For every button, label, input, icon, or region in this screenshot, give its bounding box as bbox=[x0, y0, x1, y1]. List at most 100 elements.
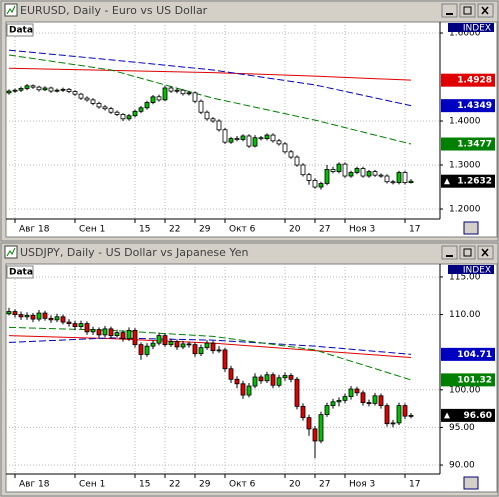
candle-body bbox=[396, 172, 402, 184]
window-icon-glyph bbox=[6, 247, 16, 257]
price-tag-label: 104.71 bbox=[457, 350, 492, 360]
candle-body bbox=[240, 383, 246, 396]
candle-body bbox=[372, 395, 378, 404]
x-tick-label: 29 bbox=[199, 225, 211, 235]
candle-body bbox=[102, 328, 108, 336]
candle-body bbox=[156, 96, 162, 101]
x-tick-label: Сен 1 bbox=[79, 480, 105, 490]
window-button-min[interactable] bbox=[441, 245, 458, 260]
candle-body bbox=[168, 87, 174, 92]
candle-body bbox=[108, 328, 114, 337]
candle-body bbox=[42, 312, 48, 319]
y-tick-label: 1.6000 bbox=[449, 29, 481, 39]
title-bar bbox=[2, 2, 497, 19]
price-tag-label: 1.3477 bbox=[457, 140, 492, 150]
y-tick-label: 1.4000 bbox=[449, 117, 481, 127]
candle-body bbox=[312, 180, 318, 188]
candle-body bbox=[18, 88, 24, 91]
btn-glyph bbox=[481, 248, 489, 257]
candle-body bbox=[30, 314, 36, 320]
candle-body bbox=[84, 97, 90, 101]
close-marker bbox=[444, 178, 450, 185]
x-tick-label: 20 bbox=[289, 225, 301, 235]
y-tick-label: 100.00 bbox=[449, 385, 481, 395]
price-tag-label: 1.4349 bbox=[457, 101, 492, 111]
candle-body bbox=[198, 347, 204, 355]
candle-body bbox=[96, 103, 102, 108]
candle-body bbox=[234, 138, 240, 141]
y-tick-label: 1.3000 bbox=[449, 161, 481, 171]
btn-glyph bbox=[463, 248, 472, 257]
candle-body bbox=[18, 314, 24, 318]
candle-body bbox=[330, 169, 336, 173]
candle-body bbox=[54, 89, 60, 92]
moving-average bbox=[8, 326, 412, 381]
candle-body bbox=[72, 91, 78, 95]
index-label: INDEX bbox=[463, 266, 491, 276]
price-tag bbox=[441, 99, 495, 113]
x-tick-label: 27 bbox=[319, 480, 330, 490]
candle-body bbox=[12, 89, 18, 92]
candle-body bbox=[60, 88, 66, 91]
panel-label-box bbox=[6, 265, 34, 279]
candle-body bbox=[252, 376, 258, 387]
candle-body bbox=[120, 332, 126, 340]
x-tick-label: Авг 18 bbox=[19, 225, 50, 235]
candle-body bbox=[84, 323, 90, 333]
scale-button[interactable] bbox=[463, 476, 479, 490]
candle-body bbox=[390, 181, 396, 184]
candle-body bbox=[174, 341, 180, 348]
window-button-min[interactable] bbox=[441, 3, 458, 18]
window-button-max[interactable] bbox=[459, 245, 476, 260]
candle-body bbox=[366, 402, 372, 404]
candle-body bbox=[288, 375, 294, 380]
window-button-max[interactable] bbox=[459, 3, 476, 18]
candle-body bbox=[270, 134, 276, 142]
candle-body bbox=[108, 108, 114, 113]
panel-label-box bbox=[6, 23, 34, 37]
candle-body bbox=[264, 374, 270, 382]
candle-body bbox=[162, 87, 168, 101]
scale-button[interactable] bbox=[463, 221, 479, 235]
plot-area bbox=[5, 21, 498, 238]
btn-glyph bbox=[481, 6, 489, 15]
price-tag bbox=[441, 73, 495, 87]
candle-body bbox=[222, 349, 228, 370]
y-tick-label: 95.00 bbox=[449, 423, 475, 433]
candle-body bbox=[54, 316, 60, 321]
candle-body bbox=[336, 163, 342, 173]
x-tick-label: 17 bbox=[409, 480, 420, 490]
candle-body bbox=[240, 135, 246, 140]
moving-average bbox=[8, 337, 412, 355]
x-tick-label: 27 bbox=[319, 225, 330, 235]
x-tick-label: Авг 18 bbox=[19, 480, 50, 490]
candle-body bbox=[372, 171, 378, 176]
candle-body bbox=[138, 344, 144, 355]
btn-glyph bbox=[463, 6, 472, 15]
candle-body bbox=[294, 156, 300, 166]
candle-body bbox=[60, 316, 66, 323]
x-tick-label: 29 bbox=[199, 480, 211, 490]
candle-body bbox=[192, 92, 198, 102]
candle-body bbox=[258, 137, 264, 140]
candle-body bbox=[180, 343, 186, 348]
candle-body bbox=[174, 89, 180, 92]
candle-body bbox=[306, 417, 312, 430]
candle-body bbox=[336, 399, 342, 403]
candle-body bbox=[78, 93, 84, 99]
candle-body bbox=[324, 169, 330, 184]
candle-body bbox=[354, 168, 360, 173]
candle-body bbox=[120, 114, 126, 120]
x-tick-label: Ноя 3 bbox=[349, 225, 375, 235]
close-marker bbox=[444, 412, 450, 419]
candle-body bbox=[180, 89, 186, 95]
candle-body bbox=[6, 311, 12, 315]
candle-body bbox=[24, 314, 30, 318]
candle-body bbox=[30, 85, 36, 88]
candle-body bbox=[156, 335, 162, 344]
candle-body bbox=[132, 329, 138, 346]
candle-body bbox=[126, 329, 132, 340]
candle-body bbox=[252, 137, 258, 147]
candle-body bbox=[246, 385, 252, 396]
